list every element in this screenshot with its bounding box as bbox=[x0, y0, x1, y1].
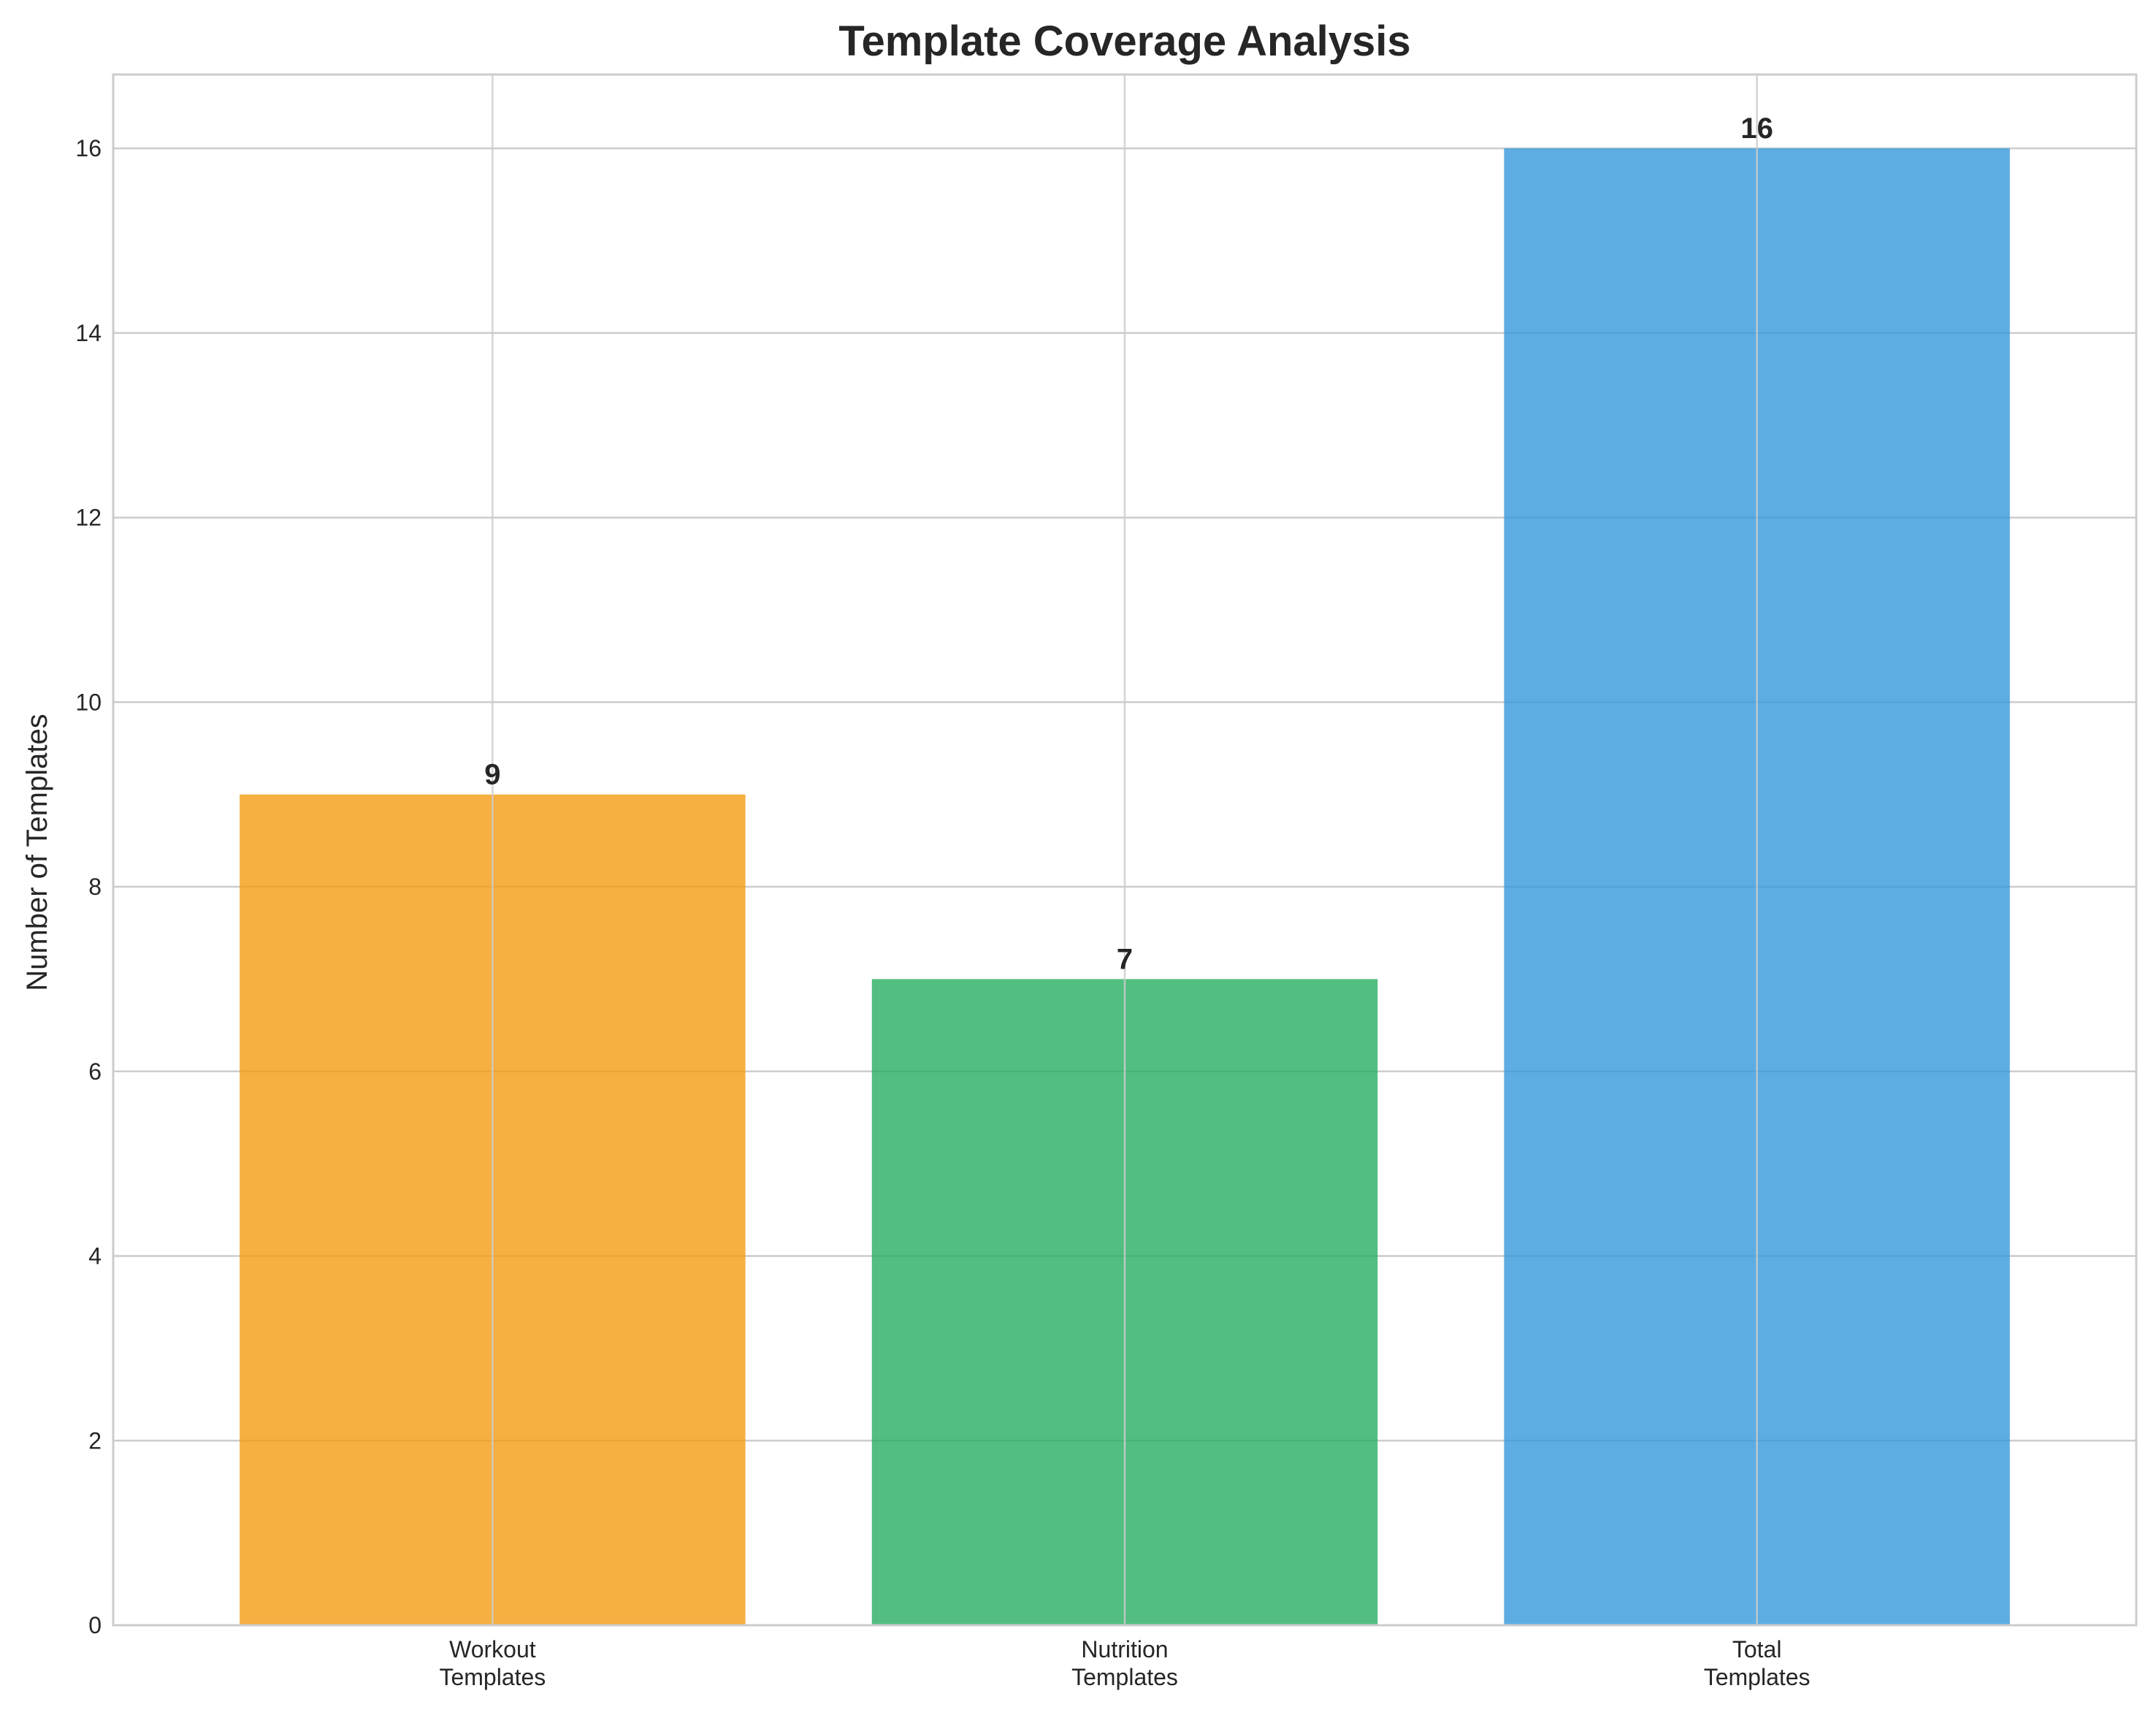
y-tick-label: 16 bbox=[75, 135, 102, 161]
chart-title: Template Coverage Analysis bbox=[838, 18, 1410, 65]
y-tick-label: 12 bbox=[75, 505, 102, 531]
x-tick-label-line: Nutrition bbox=[1081, 1636, 1168, 1662]
x-tick-label-line: Templates bbox=[1704, 1664, 1811, 1690]
x-tick-label-line: Templates bbox=[439, 1664, 546, 1690]
data-labels: 9 7 16 bbox=[484, 112, 1773, 975]
data-label: 7 bbox=[1117, 943, 1133, 975]
x-tick-label-line: Workout bbox=[449, 1636, 536, 1662]
data-label: 9 bbox=[484, 759, 500, 791]
y-tick-label: 14 bbox=[75, 320, 102, 346]
y-tick-label: 6 bbox=[88, 1058, 102, 1085]
y-axis-title: Number of Templates bbox=[21, 714, 53, 990]
y-tick-label: 10 bbox=[75, 689, 102, 715]
plot-frame bbox=[112, 73, 2138, 1627]
y-tick-label: 4 bbox=[88, 1243, 102, 1270]
y-tick-label: 2 bbox=[88, 1427, 102, 1454]
data-label: 16 bbox=[1740, 112, 1773, 145]
x-tick-label: Workout Templates bbox=[439, 1636, 546, 1690]
y-axis-ticks: 0 2 4 6 8 10 12 14 16 bbox=[75, 135, 102, 1638]
vertical-grid-lines bbox=[492, 75, 1758, 1625]
x-tick-label: Total Templates bbox=[1704, 1636, 1811, 1690]
x-tick-label-line: Total bbox=[1732, 1636, 1782, 1662]
x-tick-label: Nutrition Templates bbox=[1071, 1636, 1178, 1690]
y-tick-label: 0 bbox=[88, 1612, 102, 1638]
y-tick-label: 8 bbox=[88, 874, 102, 900]
x-tick-label-line: Templates bbox=[1071, 1664, 1178, 1690]
